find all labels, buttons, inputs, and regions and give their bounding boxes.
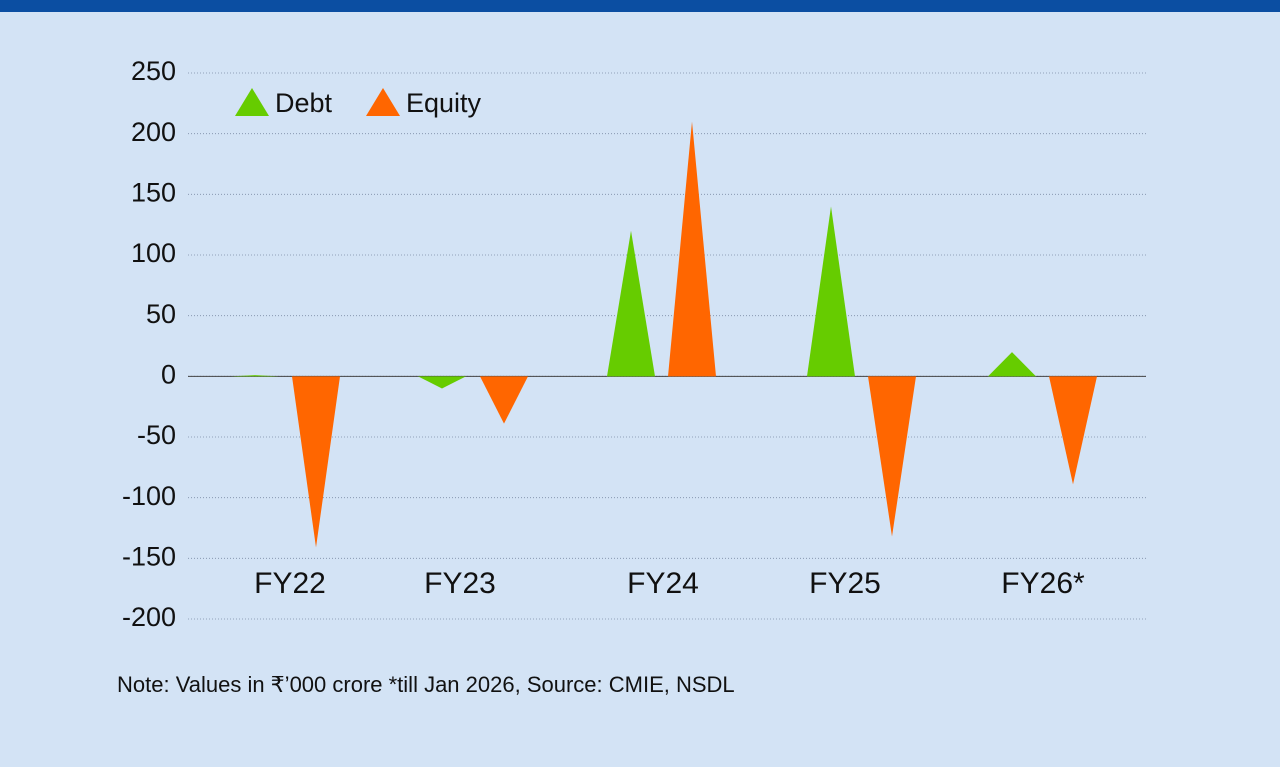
y-tick-label: -50 [137,420,176,450]
note: Note: Values in ₹’000 crore *till Jan 20… [117,672,735,697]
y-tick-label: 200 [131,117,176,147]
y-tick-label: -150 [122,541,176,571]
y-tick-label: -100 [122,481,176,511]
y-tick-label: 50 [146,299,176,329]
legend-label: Debt [275,88,333,118]
legend-marker [235,88,269,116]
bar [1049,376,1097,485]
y-tick-label: 0 [161,359,176,389]
x-tick-label: FY23 [424,567,496,600]
bar [231,375,279,377]
top-bar [0,0,1280,12]
y-tick-label: 100 [131,238,176,268]
bar [668,121,716,377]
legend-marker [366,88,400,116]
bar [868,376,916,537]
bar [807,206,855,377]
bar [480,376,528,424]
bar [292,376,340,548]
bar [418,376,466,389]
bar [607,230,655,377]
x-tick-label: FY24 [627,567,699,600]
bar [988,352,1036,377]
y-tick-label: 150 [131,177,176,207]
y-tick-label: -200 [122,602,176,632]
x-tick-label: FY22 [254,567,326,600]
x-tick-label: FY26* [1001,567,1085,600]
x-tick-label: FY25 [809,567,881,600]
legend-label: Equity [406,88,482,118]
y-tick-label: 250 [131,56,176,86]
